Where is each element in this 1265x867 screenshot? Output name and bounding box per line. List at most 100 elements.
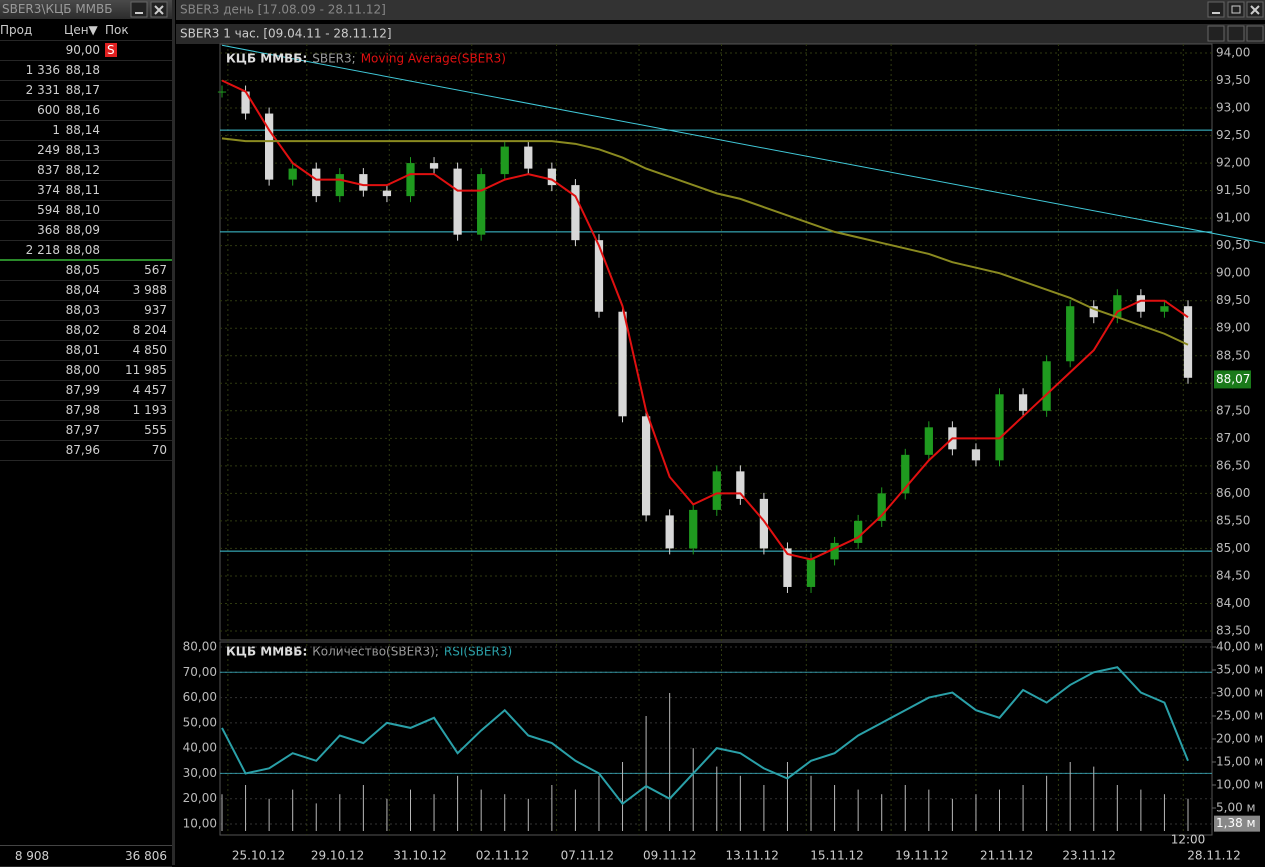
column-header: Пок — [105, 23, 129, 37]
candle-body — [406, 163, 415, 197]
y2-tick-label: 30,00 м — [1216, 686, 1263, 700]
minimize-button[interactable] — [1207, 1, 1225, 18]
candle-body — [901, 454, 910, 494]
maximize-button[interactable] — [1227, 25, 1245, 42]
y-tick-label: 20,00 — [183, 791, 217, 805]
x-tick-label: 15.11.12 — [810, 849, 863, 863]
cell — [0, 400, 60, 420]
candle-body — [1089, 306, 1098, 318]
cell-text: 88,08 — [65, 243, 100, 257]
x-tick-label: 31.10.12 — [393, 849, 446, 863]
cell: 88,12 — [64, 160, 100, 180]
ask-row: 594 88,10 — [0, 200, 172, 221]
last-price-label: 88,07 — [1216, 372, 1250, 386]
legend-entry: КЦБ ММВБ: — [226, 52, 307, 66]
bid-row: 88,01 4 850 — [0, 340, 172, 361]
candle-body — [995, 394, 1004, 461]
y-tick-label: 86,50 — [1216, 458, 1250, 472]
cell-text: 88,01 — [65, 343, 100, 357]
cell-text: 88,03 — [65, 303, 100, 317]
x-tick-label: 09.11.12 — [643, 849, 696, 863]
cell: 4 457 — [105, 380, 167, 400]
cell: 88,05 — [64, 260, 100, 280]
cell — [105, 200, 167, 220]
cell: 88,02 — [64, 320, 100, 340]
cell: 3 988 — [105, 280, 167, 300]
ask-row: 2 331 88,17 — [0, 80, 172, 101]
trend-line — [221, 44, 1265, 244]
y2-tick-label: 35,00 м — [1216, 663, 1263, 677]
candle-body — [1160, 306, 1169, 312]
close-button[interactable] — [1246, 25, 1264, 42]
candle-body — [759, 498, 769, 549]
chart-subtitle: SBER3 1 час. [09.04.11 - 28.11.12] — [180, 27, 392, 41]
cell-text: 88,05 — [65, 263, 100, 277]
last-volume-box — [1214, 815, 1260, 832]
candle-body — [736, 471, 745, 499]
cell — [105, 160, 167, 180]
y-tick-label: 93,00 — [1216, 101, 1250, 115]
minimize-button[interactable] — [1207, 25, 1225, 42]
candle-body — [806, 559, 816, 587]
cell — [105, 100, 167, 120]
y-tick-label: 70,00 — [183, 665, 217, 679]
cell-text: 1 — [52, 123, 60, 137]
bid-row: 88,05 567 — [0, 260, 172, 281]
cell-text: 88,10 — [65, 203, 100, 217]
cell-text: 4 457 — [132, 383, 167, 397]
cell — [0, 380, 60, 400]
candle-body — [1042, 361, 1051, 411]
y-tick-label: 83,50 — [1216, 624, 1250, 638]
cell: 594 — [0, 200, 60, 220]
window-buttons[interactable] — [130, 1, 170, 18]
cell-text: S — [105, 43, 117, 57]
candle-body — [594, 240, 604, 312]
time-label: 12:00 — [1171, 833, 1206, 847]
cell: 1 193 — [105, 400, 167, 420]
candle-body — [335, 174, 344, 197]
candle-body — [1183, 306, 1193, 378]
cell — [105, 240, 167, 260]
spread-separator — [0, 259, 172, 261]
cell-text: 88,12 — [65, 163, 100, 177]
cell-text: 374 — [37, 183, 60, 197]
cell: 88,08 — [64, 240, 100, 260]
last-price-box — [1214, 370, 1251, 389]
candle-body — [665, 515, 674, 549]
cell-text: 2 218 — [25, 243, 60, 257]
cell-text: 88,16 — [65, 103, 100, 117]
candle-body — [264, 113, 274, 180]
maximize-button[interactable] — [1227, 1, 1245, 18]
candle-body — [241, 91, 250, 114]
minimize-button[interactable] — [130, 1, 148, 18]
candle-body — [618, 311, 627, 417]
candle-body — [924, 427, 933, 455]
candle-body — [830, 542, 839, 560]
cell: 88,14 — [64, 120, 100, 140]
cell: 88,16 — [64, 100, 100, 120]
y2-tick-label: 5,00 м — [1216, 801, 1256, 815]
y2-tick-label: 20,00 м — [1216, 732, 1263, 746]
cell: 937 — [105, 300, 167, 320]
ask-row: 837 88,12 — [0, 160, 172, 181]
cell: 249 — [0, 140, 60, 160]
y2-tick-label: 15,00 м — [1216, 755, 1263, 769]
chart-buttons[interactable] — [1207, 25, 1264, 42]
y2-tick-label: 10,00 м — [1216, 778, 1263, 792]
y-tick-label: 88,50 — [1216, 348, 1250, 362]
cell-text: 1 193 — [132, 403, 167, 417]
order-book: SBER3\КЦБ ММВБ Прод Цен▼ Пок 90,00 S 1 336 88,… — [0, 0, 175, 867]
bid-row: 88,03 937 — [0, 300, 172, 321]
window-buttons[interactable] — [1207, 1, 1264, 18]
cell-text: 88,11 — [65, 183, 100, 197]
y-tick-label: 85,50 — [1216, 513, 1250, 527]
bid-row: 88,04 3 988 — [0, 280, 172, 301]
ask-row: 249 88,13 — [0, 140, 172, 161]
chart-titlebar — [176, 24, 1265, 44]
cell — [0, 300, 60, 320]
cell-text: 2 331 — [25, 83, 60, 97]
cell: 88,18 — [64, 60, 100, 80]
y-tick-label: 92,50 — [1216, 128, 1250, 142]
cell: 88,00 — [64, 360, 100, 380]
